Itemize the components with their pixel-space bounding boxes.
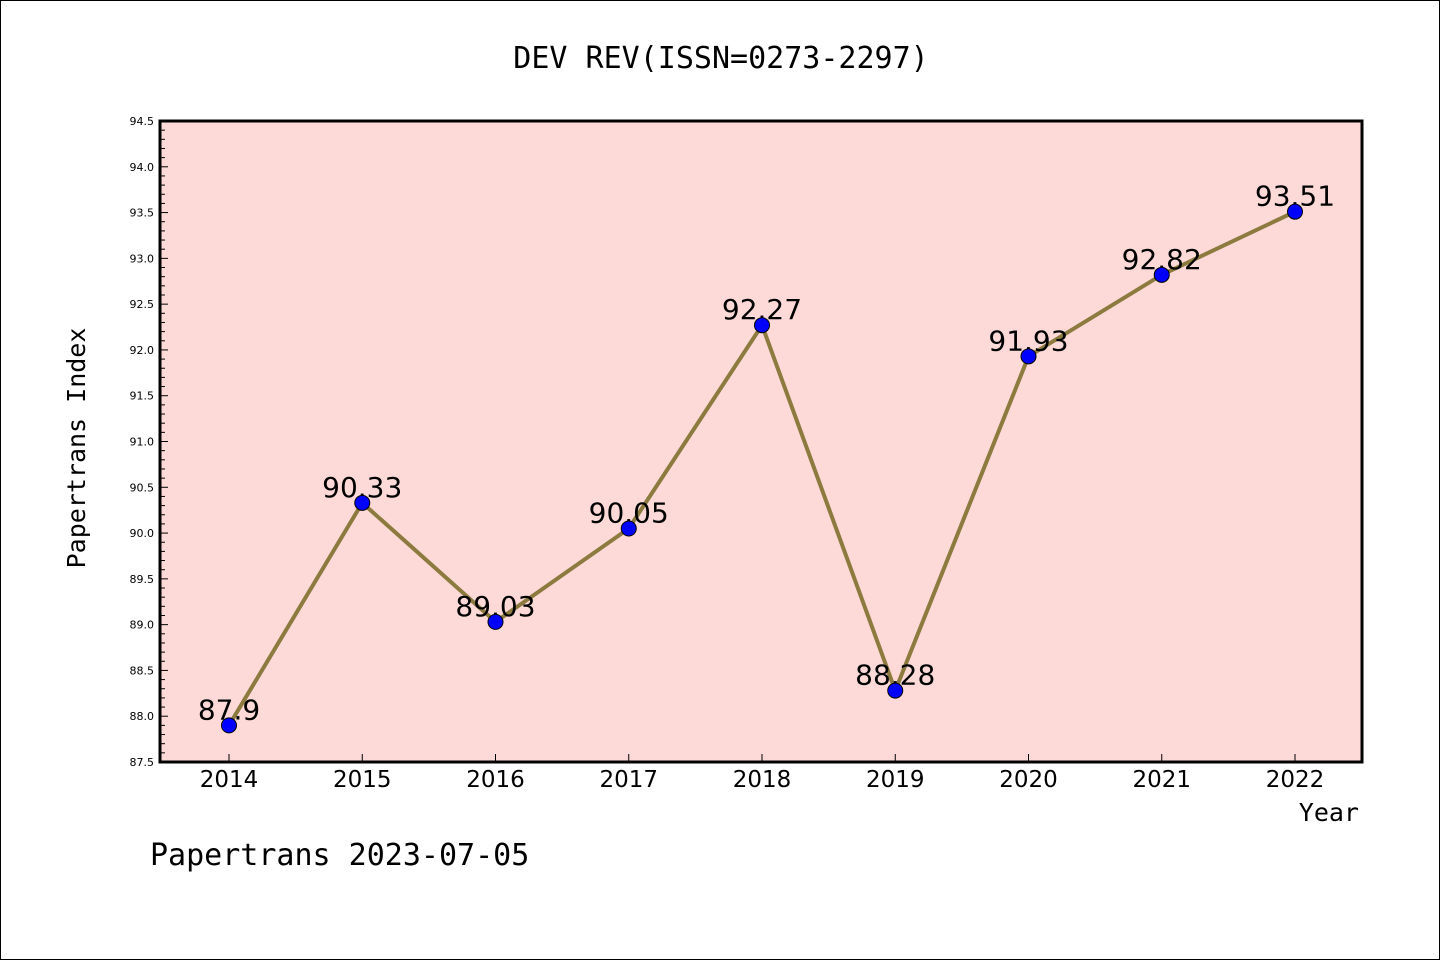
chart-title: DEV REV(ISSN=0273-2297)	[513, 41, 928, 76]
x-tick-label: 2022	[1266, 767, 1325, 793]
data-point-marker	[620, 520, 637, 537]
y-tick-label: 88.5	[130, 664, 155, 677]
x-tick-label: 2015	[333, 767, 392, 793]
x-tick-label: 2016	[466, 767, 525, 793]
plot-area	[158, 119, 1364, 764]
data-point-marker	[354, 494, 371, 511]
x-axis-ticks: 2014 2015 2016 2017 2018 2019 2020 2021 2022	[200, 754, 1325, 793]
y-tick-label: 91.5	[130, 390, 155, 403]
data-point-marker	[1020, 348, 1037, 365]
marker-group	[221, 203, 1303, 734]
y-tick-label: 94.0	[130, 161, 155, 174]
data-point-marker	[487, 613, 504, 630]
x-tick-label: 2018	[733, 767, 792, 793]
footer-text: Papertrans 2023-07-05	[150, 838, 529, 873]
y-tick-label: 90.5	[130, 481, 155, 494]
y-axis-label: Papertrans Index	[62, 328, 91, 569]
data-point-marker	[1153, 266, 1170, 283]
data-point-marker	[887, 682, 904, 699]
y-tick-label: 94.5	[130, 115, 155, 128]
y-tick-label: 92.5	[130, 298, 155, 311]
y-tick-label: 88.0	[130, 710, 155, 723]
x-tick-label: 2014	[200, 767, 259, 793]
x-tick-label: 2020	[999, 767, 1058, 793]
y-tick-label: 90.0	[130, 527, 155, 540]
x-tick-label: 2017	[599, 767, 658, 793]
data-point-marker	[754, 317, 770, 334]
y-tick-label: 92.0	[130, 344, 155, 357]
y-tick-label: 89.0	[130, 619, 155, 632]
x-tick-label: 2019	[866, 767, 925, 793]
x-tick-label: 2021	[1132, 767, 1191, 793]
x-axis-label: Year	[1299, 798, 1359, 827]
y-axis-ticks: 87.5 88.0 88.5 89.0 89.5 90.0 90.5 91.0 91.5 92.0…	[130, 115, 168, 769]
data-point-marker	[221, 717, 237, 734]
y-tick-label: 91.0	[130, 436, 155, 449]
data-point-marker	[1287, 203, 1303, 220]
y-tick-label: 93.0	[130, 252, 155, 265]
y-tick-label: 87.5	[130, 756, 155, 769]
y-tick-label: 93.5	[130, 207, 155, 220]
y-tick-label: 89.5	[130, 573, 155, 586]
